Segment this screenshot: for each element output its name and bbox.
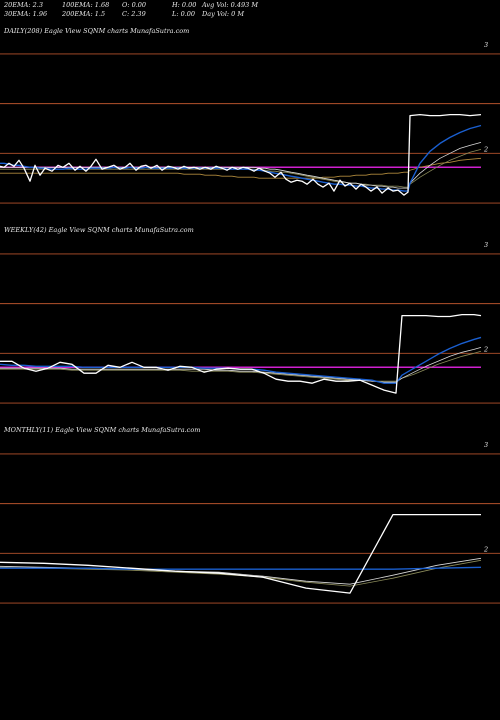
header-20ema: 20EMA: 2.3 (4, 1, 43, 9)
header-avg-vol: Avg Vol: 0.493 M (202, 1, 259, 9)
series-line-0-2 (0, 142, 482, 189)
y-tick-label-2-0: 3 (484, 441, 488, 449)
header-low: L: 0.00 (172, 10, 196, 18)
y-tick-label-2-1: 2 (483, 545, 488, 553)
header-100ema: 100EMA: 1.68 (62, 1, 110, 9)
daily-chart-title: DAILY(208) Eagle View SQNM charts Munafa… (4, 27, 190, 35)
series-line-0-4 (0, 157, 482, 179)
series-line-2-2 (0, 557, 482, 585)
y-tick-label-1-0: 3 (484, 241, 488, 249)
series-line-1-0 (0, 313, 482, 394)
monthly-chart-title: MONTHLY(11) Eagle View SQNM charts Munaf… (4, 426, 201, 434)
y-tick-label-0-0: 3 (484, 41, 488, 49)
series-line-1-2 (0, 347, 482, 383)
y-tick-label-0-1: 2 (483, 145, 488, 153)
series-line-2-1 (0, 566, 482, 570)
weekly-chart-title: WEEKLY(42) Eagle View SQNM charts Munafa… (4, 226, 194, 234)
header-close: C: 2.39 (122, 10, 146, 18)
series-line-2-0 (0, 513, 481, 594)
y-tick-label-1-1: 2 (483, 345, 488, 353)
header-200ema: 200EMA: 1.5 (62, 10, 106, 18)
series-line-0-0 (0, 113, 482, 196)
header-open: O: 0.00 (122, 1, 147, 9)
header-high: H: 0.00 (172, 1, 197, 9)
header-day-vol: Day Vol: 0 M (202, 10, 245, 18)
header-30ema: 30EMA: 1.96 (4, 10, 48, 18)
